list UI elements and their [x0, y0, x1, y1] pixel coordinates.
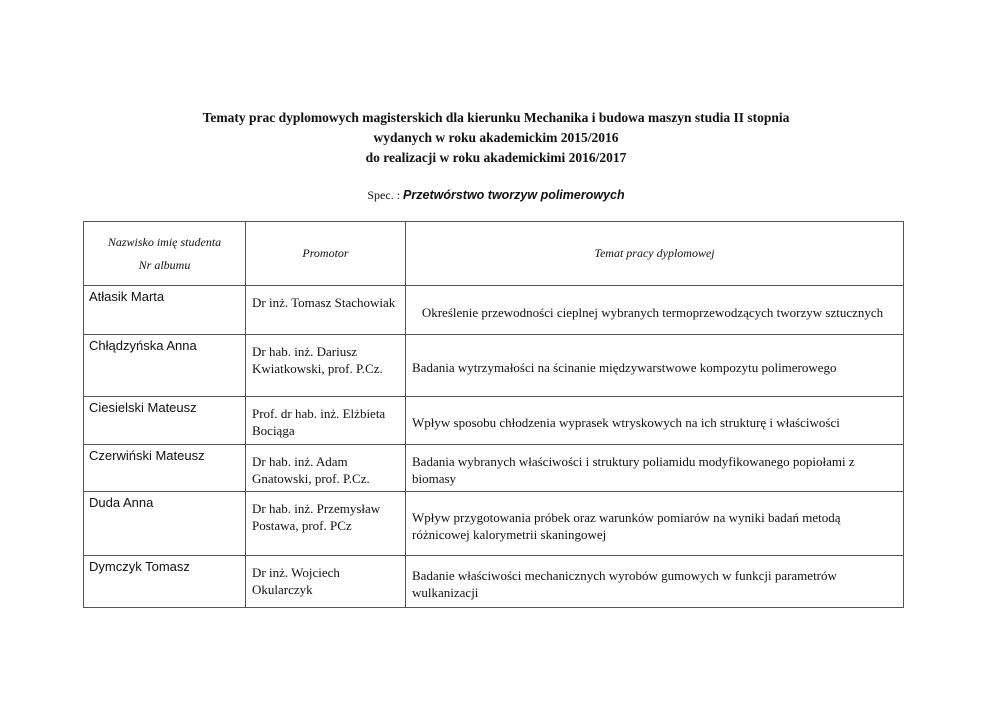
student-name: Ciesielski Mateusz: [83, 396, 246, 445]
thesis-topic: Badania wybranych właściwości i struktur…: [405, 444, 904, 492]
thesis-topic: Wpływ przygotowania próbek oraz warunków…: [405, 491, 904, 556]
table-row: Chłądzyńska Anna Dr hab. inż. Dariusz Kw…: [83, 334, 904, 397]
document-title: Tematy prac dyplomowych magisterskich dl…: [0, 108, 992, 168]
header-album-number: Nr albumu: [138, 257, 191, 272]
title-line: wydanych w roku akademickim 2015/2016: [373, 130, 619, 145]
title-line: Tematy prac dyplomowych magisterskich dl…: [202, 110, 790, 125]
promotor: Dr inż. Wojciech Okularczyk: [245, 555, 406, 608]
promotor: Dr hab. inż. Przemysław Postawa, prof. P…: [245, 491, 406, 556]
thesis-topic: Badanie właściwości mechanicznych wyrobó…: [405, 555, 904, 608]
thesis-topic: Określenie przewodności cieplnej wybrany…: [405, 285, 904, 335]
student-name: Dymczyk Tomasz: [83, 555, 246, 608]
promotor: Dr inż. Tomasz Stachowiak: [245, 285, 406, 335]
promotor: Prof. dr hab. inż. Elżbieta Bociąga: [245, 396, 406, 445]
header-topic: Temat pracy dyplomowej: [405, 221, 904, 286]
header-promotor: Promotor: [245, 221, 406, 286]
student-name: Chłądzyńska Anna: [83, 334, 246, 397]
table-header: Nazwisko imię studenta Nr albumu Promotor…: [83, 221, 904, 286]
table-row: Dymczyk Tomasz Dr inż. Wojciech Okularcz…: [83, 555, 904, 608]
table-row: Czerwiński Mateusz Dr hab. inż. Adam Gna…: [83, 444, 904, 492]
student-name: Czerwiński Mateusz: [83, 444, 246, 492]
spec-label: Spec. :: [367, 188, 404, 202]
promotor: Dr hab. inż. Adam Gnatowski, prof. P.Cz.: [245, 444, 406, 492]
thesis-topic: Wpływ sposobu chłodzenia wyprasek wtrysk…: [405, 396, 904, 445]
promotor: Dr hab. inż. Dariusz Kwiatkowski, prof. …: [245, 334, 406, 397]
spec-value: Przetwórstwo tworzyw polimerowych: [403, 188, 625, 202]
table-row: Atłasik Marta Dr inż. Tomasz Stachowiak …: [83, 285, 904, 335]
specialization: Spec. : Przetwórstwo tworzyw polimerowyc…: [0, 188, 992, 203]
table-row: Ciesielski Mateusz Prof. dr hab. inż. El…: [83, 396, 904, 445]
header-student-name: Nazwisko imię studenta: [107, 234, 222, 249]
student-name: Duda Anna: [83, 491, 246, 556]
student-name: Atłasik Marta: [83, 285, 246, 335]
theses-table: Nazwisko imię studenta Nr albumu Promotor…: [83, 221, 904, 608]
header-student: Nazwisko imię studenta Nr albumu: [83, 221, 246, 286]
table-row: Duda Anna Dr hab. inż. Przemysław Postaw…: [83, 491, 904, 556]
thesis-topic: Badania wytrzymałości na ścinanie między…: [405, 334, 904, 397]
title-line: do realizacji w roku akademickimi 2016/2…: [365, 150, 627, 165]
